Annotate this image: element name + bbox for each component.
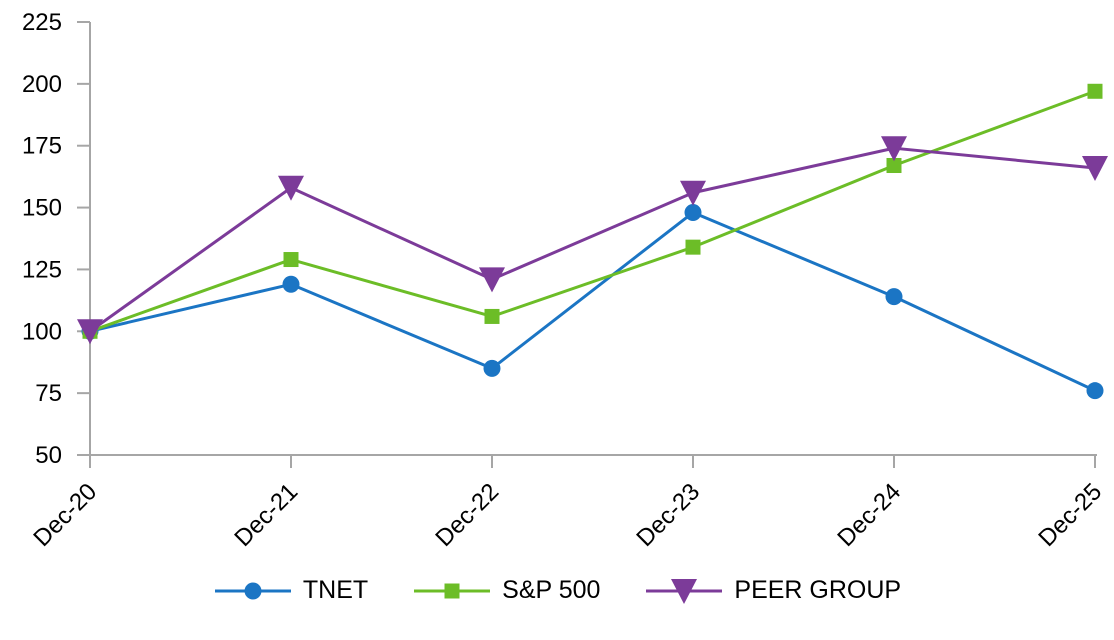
square-marker	[283, 252, 299, 268]
sp500-legend-icon	[414, 583, 491, 598]
triangle-down-marker	[881, 136, 907, 162]
tnet-legend-icon	[214, 582, 291, 599]
triangle-down-marker	[671, 578, 698, 604]
series-tnet	[81, 204, 1104, 400]
circle-marker	[244, 582, 262, 599]
square-marker	[886, 158, 902, 174]
x-tick-label: Dec-25	[1033, 478, 1107, 552]
circle-marker	[483, 359, 501, 377]
legend-label-peer-group: PEER GROUP	[734, 576, 902, 604]
circle-marker	[1086, 382, 1104, 400]
peer-group-legend-icon	[646, 578, 723, 604]
legend-label-sp500: S&P 500	[502, 576, 601, 604]
triangle-down-marker	[479, 267, 505, 293]
series-line-s-p-500	[88, 89, 1097, 333]
square-marker	[685, 239, 701, 255]
y-tick-label: 175	[22, 133, 62, 160]
series-line-tnet	[88, 211, 1097, 393]
x-tick-label: Dec-24	[832, 478, 906, 552]
legend-item-tnet: TNET	[213, 576, 368, 605]
triangle-down-marker	[77, 319, 103, 345]
triangle-down-marker	[1082, 155, 1108, 181]
y-tick-label: 50	[35, 442, 62, 469]
legend-item-sp500: S&P 500	[412, 576, 600, 605]
series-peer-group	[77, 136, 1108, 345]
y-tick-label: 75	[35, 380, 62, 407]
circle-marker	[282, 275, 300, 293]
x-tick-label: Dec-22	[430, 478, 504, 552]
series-s-p-500	[82, 83, 1103, 339]
chart-legend: TNET S&P 500 PEER GROUP	[0, 576, 1114, 605]
x-tick-label: Dec-21	[229, 478, 303, 552]
x-tick-label: Dec-23	[631, 478, 705, 552]
square-marker	[1087, 83, 1103, 99]
y-tick-label: 100	[22, 318, 62, 345]
circle-marker	[684, 204, 702, 222]
circle-marker	[885, 288, 903, 306]
y-tick-label: 150	[22, 195, 62, 222]
y-tick-label: 125	[22, 256, 62, 283]
x-tick-label: Dec-20	[28, 478, 102, 552]
legend-item-peer-group: PEER GROUP	[644, 576, 901, 605]
series-line-peer-group	[88, 146, 1097, 333]
square-marker	[444, 583, 460, 598]
triangle-down-marker	[680, 180, 706, 206]
square-marker	[484, 308, 500, 324]
y-tick-label: 225	[22, 9, 62, 36]
legend-label-tnet: TNET	[302, 576, 369, 604]
triangle-down-marker	[278, 175, 304, 201]
y-tick-label: 200	[22, 71, 62, 98]
